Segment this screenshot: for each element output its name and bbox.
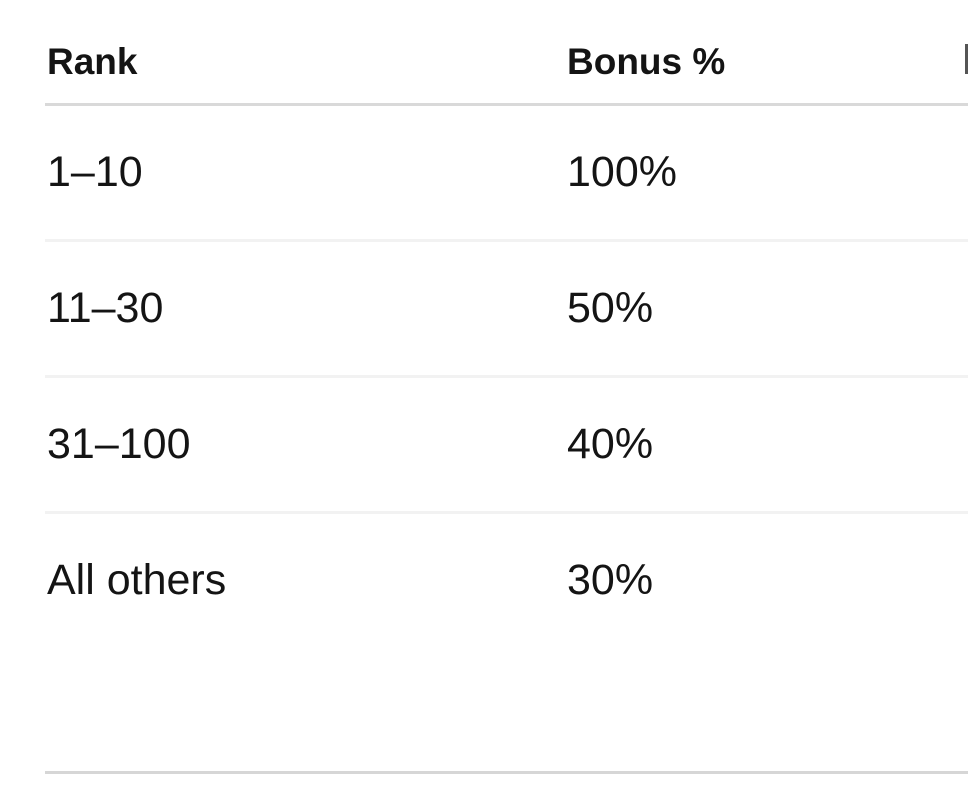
cell-bonus: 30%	[567, 556, 654, 604]
column-header-bonus: Bonus %	[567, 41, 726, 83]
table-row: 1–10 100%	[45, 106, 968, 242]
cell-rank: All others	[47, 556, 227, 604]
table-body: 1–10 100% 11–30 50% 31–100 40% All other…	[45, 106, 968, 774]
table-row: 31–100 40%	[45, 378, 968, 514]
clipped-column-header-glyph	[965, 44, 968, 74]
cell-bonus: 50%	[567, 283, 654, 332]
cell-rank: 1–10	[47, 147, 143, 196]
table-row: 11–30 50%	[45, 242, 968, 378]
cell-rank: 31–100	[47, 419, 191, 468]
cell-rank: 11–30	[47, 283, 164, 332]
table-header-row: Rank Bonus %	[45, 0, 968, 106]
table-row: All others 30%	[45, 514, 968, 774]
cell-bonus: 100%	[567, 147, 677, 196]
column-header-rank: Rank	[47, 41, 138, 83]
cell-bonus: 40%	[567, 419, 654, 468]
